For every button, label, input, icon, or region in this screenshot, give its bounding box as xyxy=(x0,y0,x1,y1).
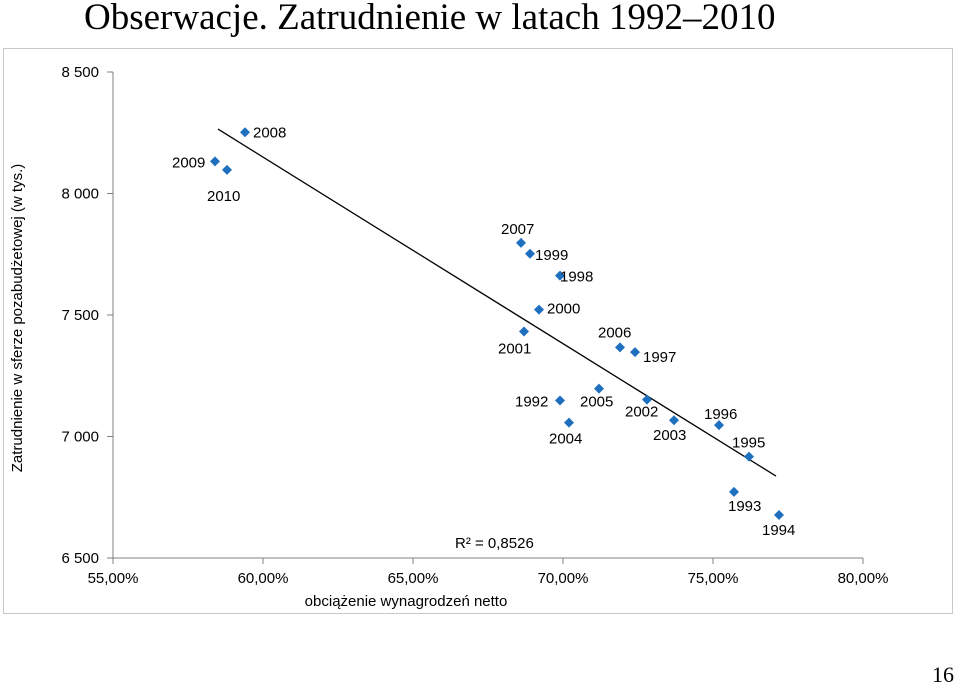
data-point-1998 xyxy=(555,270,565,281)
data-point-2000 xyxy=(534,304,544,315)
point-label-2009: 2009 xyxy=(172,154,205,171)
point-label-2006: 2006 xyxy=(598,324,631,341)
data-point-1993 xyxy=(729,486,739,497)
data-point-2008 xyxy=(240,127,250,138)
point-label-2003: 2003 xyxy=(653,427,686,444)
y-tick-label: 8 000 xyxy=(61,186,99,203)
data-point-2002 xyxy=(642,394,652,405)
y-tick-label: 7 500 xyxy=(61,307,99,324)
point-label-2007: 2007 xyxy=(501,221,534,238)
x-tick-label: 80,00% xyxy=(838,570,889,587)
point-label-1993: 1993 xyxy=(728,498,761,515)
point-label-1995: 1995 xyxy=(732,435,765,452)
data-points xyxy=(210,127,784,520)
data-point-1997 xyxy=(630,347,640,358)
data-point-2005 xyxy=(594,383,604,394)
point-label-1996: 1996 xyxy=(704,406,737,423)
point-label-2010: 2010 xyxy=(207,188,240,205)
point-label-2001: 2001 xyxy=(498,341,531,358)
x-tick-label: 60,00% xyxy=(238,570,289,587)
y-tick-label: 8 500 xyxy=(61,64,99,81)
axes: 6 500 7 000 7 500 8 000 8 500 55,00% 60,00% 65,… xyxy=(9,64,888,610)
x-axis-title: obciążenie wynagrodzeń netto xyxy=(305,593,508,610)
trendline xyxy=(217,128,777,477)
y-axis-title: Zatrudnienie w sferze pozabudżetowej (w … xyxy=(9,164,26,472)
data-point-2004 xyxy=(564,417,574,428)
data-point-1999 xyxy=(525,248,535,259)
x-tick-label: 55,00% xyxy=(88,570,139,587)
y-tick-label: 6 500 xyxy=(61,550,99,567)
data-point-1994 xyxy=(774,509,784,520)
data-point-2007 xyxy=(516,237,526,248)
point-label-1997: 1997 xyxy=(643,349,676,366)
data-point-1996 xyxy=(714,420,724,431)
data-point-1992 xyxy=(555,395,565,406)
r-squared-label: R² = 0,8526 xyxy=(455,535,534,552)
data-point-1995 xyxy=(744,451,754,462)
data-point-2009 xyxy=(210,156,220,167)
point-label-2004: 2004 xyxy=(549,431,582,448)
point-label-1999: 1999 xyxy=(535,247,568,264)
chart-frame xyxy=(3,48,953,614)
data-point-2006 xyxy=(615,342,625,353)
point-label-1994: 1994 xyxy=(762,522,795,539)
x-tick-label: 70,00% xyxy=(538,570,589,587)
page-number: 16 xyxy=(932,662,954,687)
point-label-1998: 1998 xyxy=(560,269,593,286)
y-tick-label: 7 000 xyxy=(61,429,99,446)
x-tick-label: 75,00% xyxy=(688,570,739,587)
point-label-2008: 2008 xyxy=(253,124,286,141)
point-label-2000: 2000 xyxy=(547,301,580,318)
trendline-group: R² = 0,8526 xyxy=(217,128,777,552)
x-tick-label: 65,00% xyxy=(388,570,439,587)
page-title: Obserwacje. Zatrudnienie w latach 1992–2… xyxy=(84,0,776,38)
data-point-2010 xyxy=(222,164,232,175)
data-point-2001 xyxy=(519,326,529,337)
point-label-1992: 1992 xyxy=(515,394,548,411)
point-label-2005: 2005 xyxy=(580,394,613,411)
data-point-2003 xyxy=(669,415,679,426)
point-label-2002: 2002 xyxy=(625,404,658,421)
